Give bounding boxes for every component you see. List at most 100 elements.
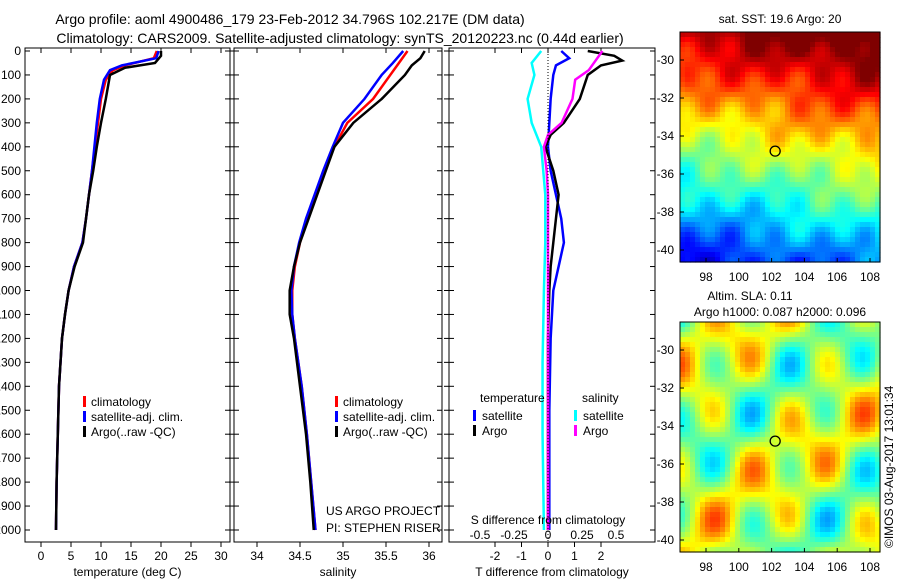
map-cell: [855, 422, 861, 428]
map-cell: [845, 327, 851, 333]
map-cell: [750, 257, 756, 263]
map-cell: [815, 77, 821, 83]
map-cell: [680, 327, 686, 333]
map-cell: [865, 132, 871, 138]
map-cell: [740, 237, 746, 243]
map-cell: [875, 97, 881, 103]
map-cell: [745, 227, 751, 233]
map-cell: [770, 397, 776, 403]
map-cell: [795, 322, 801, 328]
map-cell: [800, 187, 806, 193]
map-cell: [870, 412, 876, 418]
map-cell: [720, 547, 726, 553]
map-cell: [780, 367, 786, 373]
map-cell: [820, 402, 826, 408]
map-cell: [775, 207, 781, 213]
map-cell: [715, 522, 721, 528]
map-cell: [785, 42, 791, 48]
map-cell: [705, 417, 711, 423]
map-cell: [740, 247, 746, 253]
map-cell: [860, 182, 866, 188]
map-cell: [850, 502, 856, 508]
map-cell: [745, 377, 751, 383]
map-cell: [870, 462, 876, 468]
map-cell: [690, 367, 696, 373]
map-cell: [750, 92, 756, 98]
map-cell: [870, 407, 876, 413]
map-cell: [875, 92, 881, 98]
map-cell: [840, 222, 846, 228]
map-cell: [760, 447, 766, 453]
map-cell: [750, 237, 756, 243]
map-cell: [815, 507, 821, 513]
map-cell: [690, 427, 696, 433]
title-line-2: Climatology: CARS2009. Satellite-adjuste…: [56, 30, 623, 46]
map-cell: [715, 432, 721, 438]
map-cell: [740, 547, 746, 553]
map-cell: [790, 42, 796, 48]
map-cell: [865, 202, 871, 208]
pi-label: PI: STEPHEN RISER: [326, 521, 441, 535]
map-cell: [725, 352, 731, 358]
map-cell: [740, 382, 746, 388]
map-cell: [830, 177, 836, 183]
map-cell: [800, 437, 806, 443]
map-cell: [700, 77, 706, 83]
map-cell: [865, 92, 871, 98]
map-cell: [685, 57, 691, 63]
map-cell: [815, 527, 821, 533]
map-cell: [790, 232, 796, 238]
map-cell: [775, 102, 781, 108]
map-cell: [865, 512, 871, 518]
map-cell: [755, 547, 761, 553]
map-cell: [695, 147, 701, 153]
map-cell: [800, 402, 806, 408]
map-cell: [715, 392, 721, 398]
map-cell: [680, 237, 686, 243]
map-cell: [745, 42, 751, 48]
map-cell: [835, 432, 841, 438]
map-cell: [840, 112, 846, 118]
map-cell: [865, 192, 871, 198]
map-cell: [750, 42, 756, 48]
map-cell: [795, 337, 801, 343]
map-cell: [790, 137, 796, 143]
map-cell: [705, 212, 711, 218]
map-cell: [740, 92, 746, 98]
map-cell: [875, 127, 881, 133]
map-cell: [695, 242, 701, 248]
map-cell: [860, 442, 866, 448]
map-cell: [710, 457, 716, 463]
map-cell: [810, 357, 816, 363]
map-cell: [750, 512, 756, 518]
map-cell: [780, 252, 786, 258]
map-cell: [865, 252, 871, 258]
map-cell: [745, 182, 751, 188]
map-cell: [720, 232, 726, 238]
map-cell: [810, 117, 816, 123]
map-cell: [850, 362, 856, 368]
map-cell: [845, 52, 851, 58]
map-cell: [705, 122, 711, 128]
map-cell: [870, 237, 876, 243]
map-cell: [865, 87, 871, 93]
map-cell: [835, 47, 841, 53]
map-cell: [865, 97, 871, 103]
map-cell: [840, 147, 846, 153]
map-cell: [840, 417, 846, 423]
map-cell: [765, 342, 771, 348]
map-cell: [770, 477, 776, 483]
map-cell: [825, 482, 831, 488]
map-cell: [710, 492, 716, 498]
map-cell: [810, 477, 816, 483]
map-cell: [695, 197, 701, 203]
map-cell: [695, 457, 701, 463]
map-cell: [695, 367, 701, 373]
map-cell: [805, 372, 811, 378]
map-cell: [750, 532, 756, 538]
map-cell: [820, 82, 826, 88]
map-cell: [810, 487, 816, 493]
y-tick-label: 200: [1, 92, 21, 106]
map-cell: [775, 52, 781, 58]
map-cell: [855, 127, 861, 133]
